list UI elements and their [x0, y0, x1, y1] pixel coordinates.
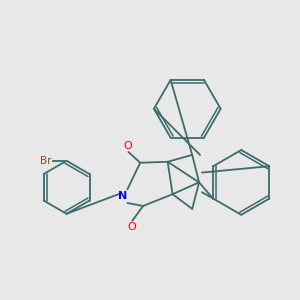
- Text: Br: Br: [40, 156, 52, 166]
- Text: O: O: [127, 222, 136, 232]
- Text: O: O: [123, 141, 132, 151]
- Text: N: N: [118, 191, 127, 201]
